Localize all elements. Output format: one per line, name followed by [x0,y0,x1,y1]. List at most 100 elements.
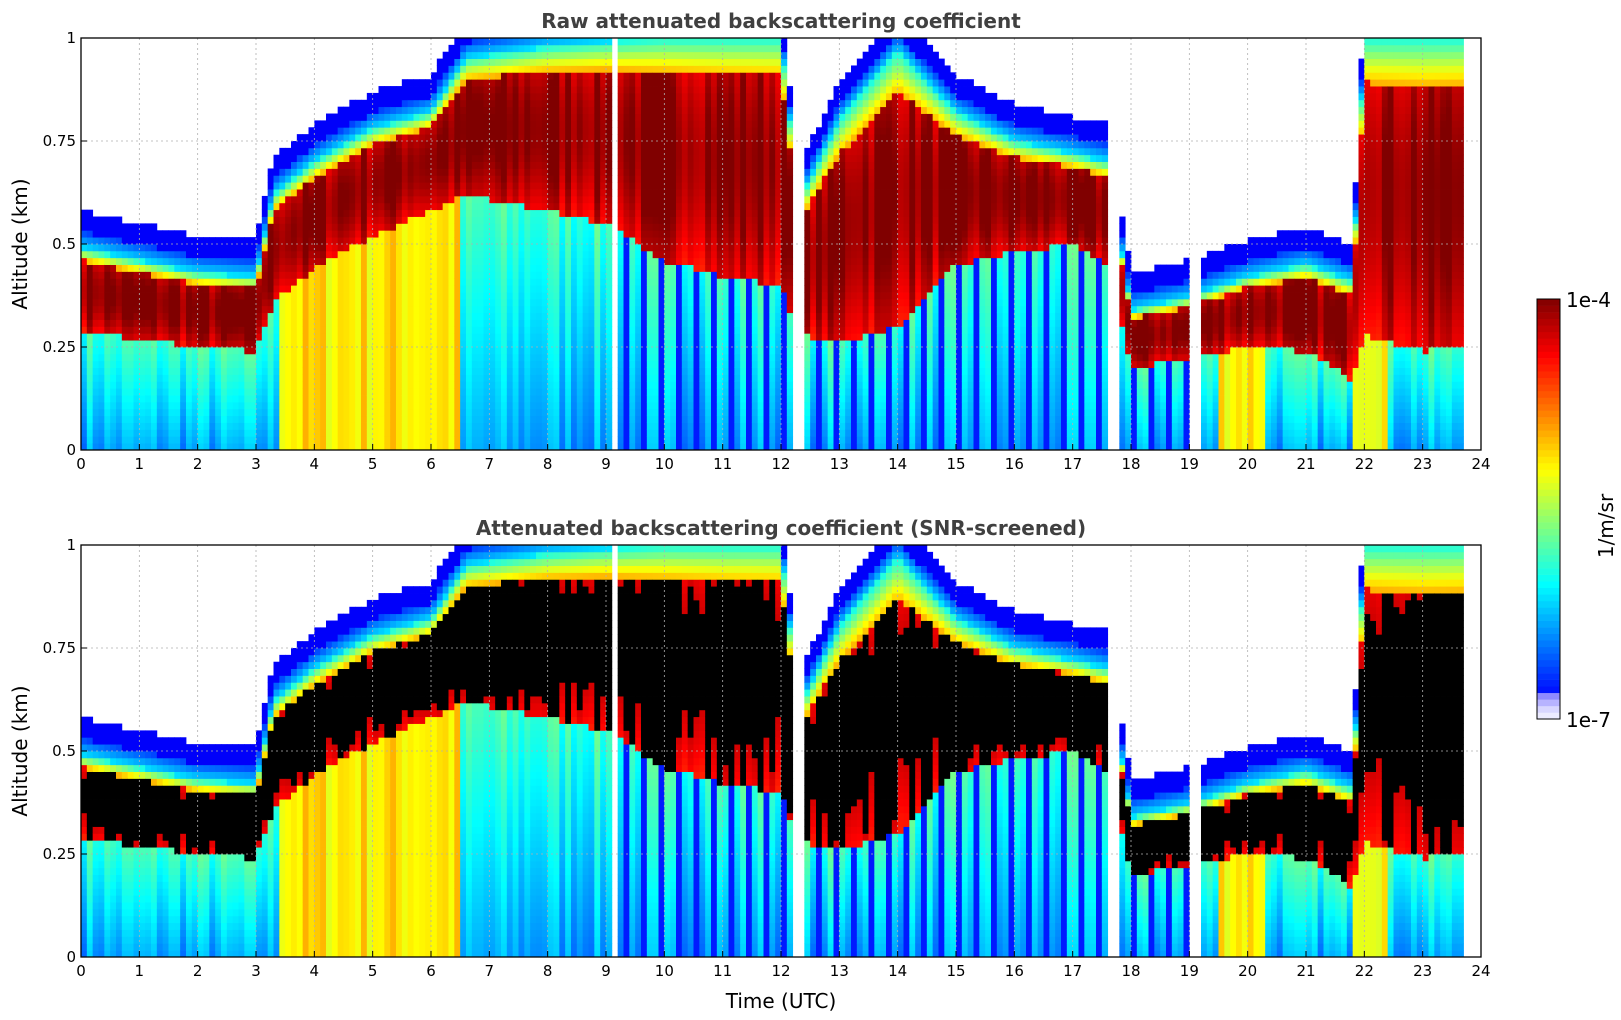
heatmap-cell [565,72,572,80]
heatmap-cell [127,374,134,382]
heatmap-cell [547,374,554,382]
heatmap-cell [349,230,356,238]
heatmap-cell [501,340,508,348]
heatmap-cell [256,264,263,272]
heatmap-cell [407,401,414,410]
heatmap-cell [425,436,432,444]
heatmap-cell [623,51,630,59]
heatmap-cell [582,72,589,80]
heatmap-cell [326,305,333,314]
heatmap-cell [209,367,216,375]
heatmap-cell [127,285,134,293]
heatmap-cell [477,408,484,417]
heatmap-cell [477,347,484,355]
heatmap-cell [454,147,461,156]
heatmap-cell [396,353,403,362]
heatmap-cell [407,395,414,403]
heatmap-cell [431,401,438,410]
heatmap-cell [483,429,490,437]
heatmap-cell [489,278,496,286]
heatmap-cell [425,161,432,169]
heatmap-cell [635,401,642,410]
heatmap-cell [629,99,636,108]
heatmap-cell [483,209,490,217]
heatmap-cell [145,285,152,293]
heatmap-cell [477,141,484,149]
heatmap-cell [524,326,531,334]
heatmap-cell [466,367,473,375]
heatmap-cell [489,298,496,307]
heatmap-cell [203,298,210,307]
heatmap-cell [407,223,414,231]
heatmap-cell [436,395,444,403]
heatmap-cell [512,340,519,348]
heatmap-cell [530,395,537,403]
heatmap-cell [145,312,152,320]
heatmap-cell [576,38,584,46]
heatmap-cell [116,374,123,382]
heatmap-cell [232,278,239,286]
heatmap-cell [460,154,467,162]
heatmap-cell [594,312,601,320]
heatmap-cell [623,72,630,80]
heatmap-cell [110,285,117,293]
heatmap-cell [238,429,245,437]
heatmap-cell [641,244,648,252]
heatmap-cell [506,360,514,368]
heatmap-cell [390,340,397,348]
heatmap-cell [291,182,298,190]
heatmap-cell [524,216,531,224]
heatmap-cell [670,223,677,231]
heatmap-cell [337,401,344,410]
heatmap-cell [623,230,630,238]
heatmap-cell [86,312,94,320]
heatmap-cell [448,120,455,128]
heatmap-cell [594,436,601,444]
heatmap-cell [396,216,403,224]
heatmap-cell [588,340,595,348]
heatmap-cell [221,271,228,279]
heatmap-cell [337,388,344,396]
heatmap-cell [104,264,111,272]
heatmap-cell [302,415,309,423]
heatmap-cell [413,244,420,252]
heatmap-cell [331,182,339,190]
heatmap-cell [442,347,449,355]
heatmap-cell [407,388,414,396]
heatmap-cell [244,250,251,259]
heatmap-cell [670,429,677,437]
heatmap-cell [471,99,479,108]
heatmap-cell [186,408,193,417]
heatmap-cell [477,401,484,410]
heatmap-cell [681,72,689,80]
heatmap-cell [501,292,508,300]
heatmap-cell [512,436,519,444]
heatmap-cell [676,312,683,320]
heatmap-cell [553,79,560,87]
heatmap-cell [116,388,123,396]
heatmap-cell [576,79,584,87]
heatmap-cell [483,436,490,444]
heatmap-cell [454,154,461,162]
heatmap-cell [378,195,385,204]
heatmap-cell [448,422,455,430]
heatmap-cell [524,381,531,389]
heatmap-cell [191,312,199,320]
heatmap-cell [209,374,216,382]
heatmap-cell [279,360,286,368]
heatmap-cell [617,86,624,94]
heatmap-cell [571,168,578,176]
heatmap-cell [565,271,572,279]
heatmap-cell [291,298,298,307]
heatmap-cell [401,120,409,128]
heatmap-cell [110,353,117,362]
heatmap-cell [116,381,123,389]
heatmap-cell [594,326,601,334]
heatmap-cell [629,381,636,389]
heatmap-cell [110,436,117,444]
heatmap-cell [180,319,187,327]
heatmap-cell [110,381,117,389]
heatmap-cell [559,134,566,142]
heatmap-cell [436,388,444,396]
heatmap-cell [203,326,210,334]
